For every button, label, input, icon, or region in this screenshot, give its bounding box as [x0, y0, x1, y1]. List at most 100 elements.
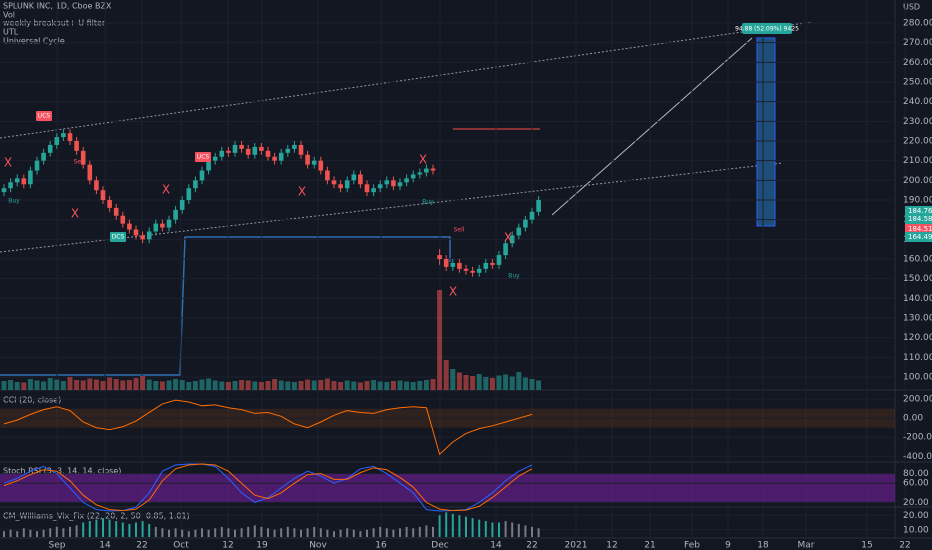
cci-line [3, 399, 533, 456]
y-tick-label: 270.00 [903, 38, 932, 48]
pane-title: Stoch RSI (3, 3, 14, 14, close) [3, 467, 121, 476]
vix-bar [22, 528, 25, 537]
vix-bar [154, 526, 157, 537]
volume-bar [298, 381, 304, 390]
y-tick-label: 60.00 [903, 479, 929, 489]
indicator: Vol [3, 11, 15, 20]
pane-title: CM_Williams_Vix_Fix (22, 20, 2, 50, 0.85… [3, 512, 190, 521]
vix-bar [207, 529, 210, 537]
y-tick-label: 220.00 [903, 137, 932, 147]
candle-body [193, 180, 198, 189]
vix-bar [286, 526, 289, 537]
candle-body [8, 182, 13, 189]
candle-body [239, 144, 244, 149]
candle-body [160, 223, 165, 228]
volume-bar [60, 381, 66, 390]
volume-bar [410, 382, 416, 390]
volume-bar [219, 381, 225, 390]
volume-bar [14, 382, 20, 390]
volume-bar [232, 381, 238, 390]
volume-bar [67, 377, 73, 390]
candle-body [457, 262, 462, 269]
candle-body [272, 156, 277, 161]
y-tick-label: 240.00 [903, 97, 932, 107]
vix-bar [438, 515, 441, 537]
volume-bar [364, 381, 370, 390]
volume-bar [265, 381, 271, 390]
y-tick-label: 210.00 [903, 156, 932, 166]
volume-bar [503, 374, 509, 390]
volume-bar [489, 378, 495, 390]
volume-bar [476, 374, 482, 390]
vix-bar [181, 529, 184, 537]
annotation: Sell [74, 159, 85, 166]
candle-body [252, 146, 258, 155]
candle-body [463, 268, 469, 271]
vix-bar [524, 525, 527, 537]
volume-bar [291, 382, 297, 390]
volume-bar [397, 380, 403, 390]
candle-body [483, 262, 489, 269]
candle-body [351, 174, 357, 181]
volume-bar [305, 379, 311, 390]
candle-body [292, 144, 297, 149]
candle-body [331, 180, 337, 185]
y-tick-label: 10.00 [903, 525, 929, 535]
candle-body [516, 227, 522, 236]
volume-bar [225, 382, 231, 390]
price-label: 184.76 [908, 207, 932, 215]
volume-bar [107, 377, 113, 390]
stoch-band [0, 473, 895, 503]
signal-box [195, 152, 211, 162]
volume-bar [437, 290, 443, 390]
y-tick-label: 0.00 [903, 414, 923, 424]
drawings [0, 21, 813, 376]
candle-body [28, 170, 33, 185]
candle-body [219, 150, 225, 157]
vix-bar [135, 522, 137, 537]
annotation: X [298, 185, 306, 199]
candle-body [358, 174, 363, 185]
x-tick-label: Nov [309, 541, 327, 550]
y-tick-label: 130.00 [903, 314, 932, 324]
annotation: X [419, 153, 427, 167]
price-label: 164.49 [908, 233, 932, 241]
vix-bar [405, 526, 408, 537]
volume-bar [371, 380, 377, 390]
x-tick-label: Feb [684, 541, 700, 550]
vix-bar [484, 521, 487, 537]
candle-body [245, 148, 251, 155]
candle-body [54, 137, 60, 145]
vix-bar [194, 529, 197, 537]
vix-bar [504, 521, 507, 537]
annotation: X [162, 183, 170, 197]
target-label-box [742, 23, 792, 34]
vix-bar [306, 528, 309, 537]
vix-bar [121, 522, 124, 537]
candle-body [265, 150, 271, 157]
vix-bar [418, 526, 421, 537]
candle-body [298, 144, 304, 155]
volume-bar [456, 372, 462, 390]
volume-bar [536, 380, 542, 390]
vix-bar [432, 526, 434, 537]
annotation: X [449, 285, 457, 299]
y-tick-label: 80.00 [903, 469, 929, 479]
candle-body [127, 223, 132, 230]
annotation: X [71, 207, 79, 221]
vix-bar [451, 513, 454, 537]
volume-bar [186, 382, 192, 390]
vix-bar [55, 526, 58, 537]
currency: USD [903, 3, 920, 12]
y-tick-label: 250.00 [903, 78, 932, 88]
candle-body [397, 182, 403, 187]
volume-bar [384, 382, 390, 390]
volume-bar [239, 380, 245, 390]
candle-body [470, 270, 475, 273]
volume-bar [272, 379, 278, 390]
y-tick-label: 150.00 [903, 274, 932, 284]
vix-bar [75, 525, 78, 537]
volume-bar [509, 376, 515, 390]
y-tick-label: -200.00 [903, 433, 932, 443]
